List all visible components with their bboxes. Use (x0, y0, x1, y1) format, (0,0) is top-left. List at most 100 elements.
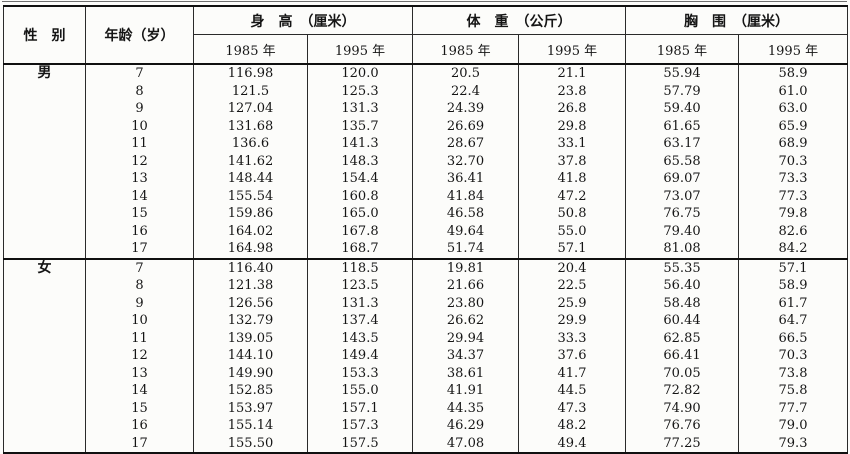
value-cell: 116.40 (193, 257, 308, 277)
value-cell: 28.67 (412, 135, 519, 153)
value-cell: 29.8 (518, 117, 626, 135)
value-cell: 58.9 (738, 277, 848, 295)
value-cell: 121.5 (193, 82, 308, 100)
value-cell: 51.74 (412, 240, 519, 259)
table-row: 14 152.85 155.0 41.91 44.5 72.82 75.8 (4, 382, 848, 400)
age-cell: 11 (85, 329, 194, 347)
age-cell: 12 (85, 347, 194, 365)
value-cell: 49.4 (518, 434, 626, 454)
table-row: 8 121.38 123.5 21.66 22.5 56.40 58.9 (4, 277, 848, 295)
age-cell: 14 (85, 382, 194, 400)
value-cell: 116.98 (193, 63, 308, 83)
table-row: 17 155.50 157.5 47.08 49.4 77.25 79.3 (4, 434, 848, 454)
value-cell: 23.80 (412, 294, 519, 312)
value-cell: 131.3 (307, 294, 413, 312)
age-cell: 9 (85, 294, 194, 312)
value-cell: 29.94 (412, 329, 519, 347)
value-cell: 149.4 (307, 347, 413, 365)
value-cell: 65.9 (738, 117, 848, 135)
value-cell: 55.94 (625, 63, 739, 83)
value-cell: 125.3 (307, 82, 413, 100)
value-cell: 131.3 (307, 100, 413, 118)
table-row: 11 136.6 141.3 28.67 33.1 63.17 68.9 (4, 135, 848, 153)
value-cell: 75.8 (738, 382, 848, 400)
value-cell: 47.08 (412, 434, 519, 454)
value-cell: 48.2 (518, 417, 626, 435)
value-cell: 41.8 (518, 170, 626, 188)
value-cell: 127.04 (193, 100, 308, 118)
value-cell: 38.61 (412, 364, 519, 382)
value-cell: 61.0 (738, 82, 848, 100)
value-cell: 164.02 (193, 222, 308, 240)
gender-column-header: 性 别 (3, 6, 86, 64)
age-cell: 17 (85, 240, 194, 259)
value-cell: 165.0 (307, 205, 413, 223)
table-row: 12 144.10 149.4 34.37 37.6 66.41 70.3 (4, 347, 848, 365)
value-cell: 155.14 (193, 417, 308, 435)
value-cell: 20.5 (412, 63, 519, 83)
height-1995-header: 1995 年 (307, 34, 413, 64)
height-group-header: 身 高 （厘米） (193, 6, 413, 35)
value-cell: 157.1 (307, 399, 413, 417)
value-cell: 79.8 (738, 205, 848, 223)
value-cell: 73.8 (738, 364, 848, 382)
value-cell: 74.90 (625, 399, 739, 417)
age-cell: 13 (85, 170, 194, 188)
value-cell: 159.86 (193, 205, 308, 223)
age-cell: 9 (85, 100, 194, 118)
gender-label: 男 (3, 63, 86, 259)
value-cell: 50.8 (518, 205, 626, 223)
value-cell: 34.37 (412, 347, 519, 365)
value-cell: 82.6 (738, 222, 848, 240)
value-cell: 61.65 (625, 117, 739, 135)
year-header-row: 1985 年 1995 年 1985 年 1995 年 1985 年 1995 … (4, 34, 848, 64)
value-cell: 81.08 (625, 240, 739, 259)
value-cell: 46.58 (412, 205, 519, 223)
value-cell: 57.79 (625, 82, 739, 100)
table-row: 13 148.44 154.4 36.41 41.8 69.07 73.3 (4, 170, 848, 188)
age-cell: 13 (85, 364, 194, 382)
value-cell: 76.75 (625, 205, 739, 223)
value-cell: 47.3 (518, 399, 626, 417)
gender-label: 女 (3, 257, 86, 454)
value-cell: 167.8 (307, 222, 413, 240)
value-cell: 49.64 (412, 222, 519, 240)
value-cell: 157.5 (307, 434, 413, 454)
value-cell: 61.7 (738, 294, 848, 312)
age-cell: 11 (85, 135, 194, 153)
value-cell: 70.05 (625, 364, 739, 382)
value-cell: 77.25 (625, 434, 739, 454)
age-column-header: 年龄（岁） (85, 6, 194, 64)
value-cell: 44.35 (412, 399, 519, 417)
value-cell: 76.76 (625, 417, 739, 435)
value-cell: 59.40 (625, 100, 739, 118)
value-cell: 143.5 (307, 329, 413, 347)
table-row: 15 159.86 165.0 46.58 50.8 76.75 79.8 (4, 205, 848, 223)
value-cell: 139.05 (193, 329, 308, 347)
value-cell: 144.10 (193, 347, 308, 365)
value-cell: 26.69 (412, 117, 519, 135)
value-cell: 37.6 (518, 347, 626, 365)
value-cell: 58.48 (625, 294, 739, 312)
value-cell: 20.4 (518, 257, 626, 277)
table-row: 15 153.97 157.1 44.35 47.3 74.90 77.7 (4, 399, 848, 417)
value-cell: 121.38 (193, 277, 308, 295)
value-cell: 73.07 (625, 187, 739, 205)
table-row: 男 7 116.98 120.0 20.5 21.1 55.94 58.9 (3, 63, 848, 259)
age-cell: 16 (85, 417, 194, 435)
chest-group-header: 胸 围 （厘米） (625, 6, 848, 35)
value-cell: 123.5 (307, 277, 413, 295)
table-row: 10 132.79 137.4 26.62 29.9 60.44 64.7 (4, 312, 848, 330)
age-cell: 14 (85, 187, 194, 205)
table-row: 16 164.02 167.8 49.64 55.0 79.40 82.6 (4, 222, 848, 240)
value-cell: 46.29 (412, 417, 519, 435)
value-cell: 63.0 (738, 100, 848, 118)
value-cell: 24.39 (412, 100, 519, 118)
age-cell: 15 (85, 399, 194, 417)
value-cell: 148.44 (193, 170, 308, 188)
table-row: 14 155.54 160.8 41.84 47.2 73.07 77.3 (4, 187, 848, 205)
value-cell: 68.9 (738, 135, 848, 153)
value-cell: 70.3 (738, 152, 848, 170)
value-cell: 25.9 (518, 294, 626, 312)
